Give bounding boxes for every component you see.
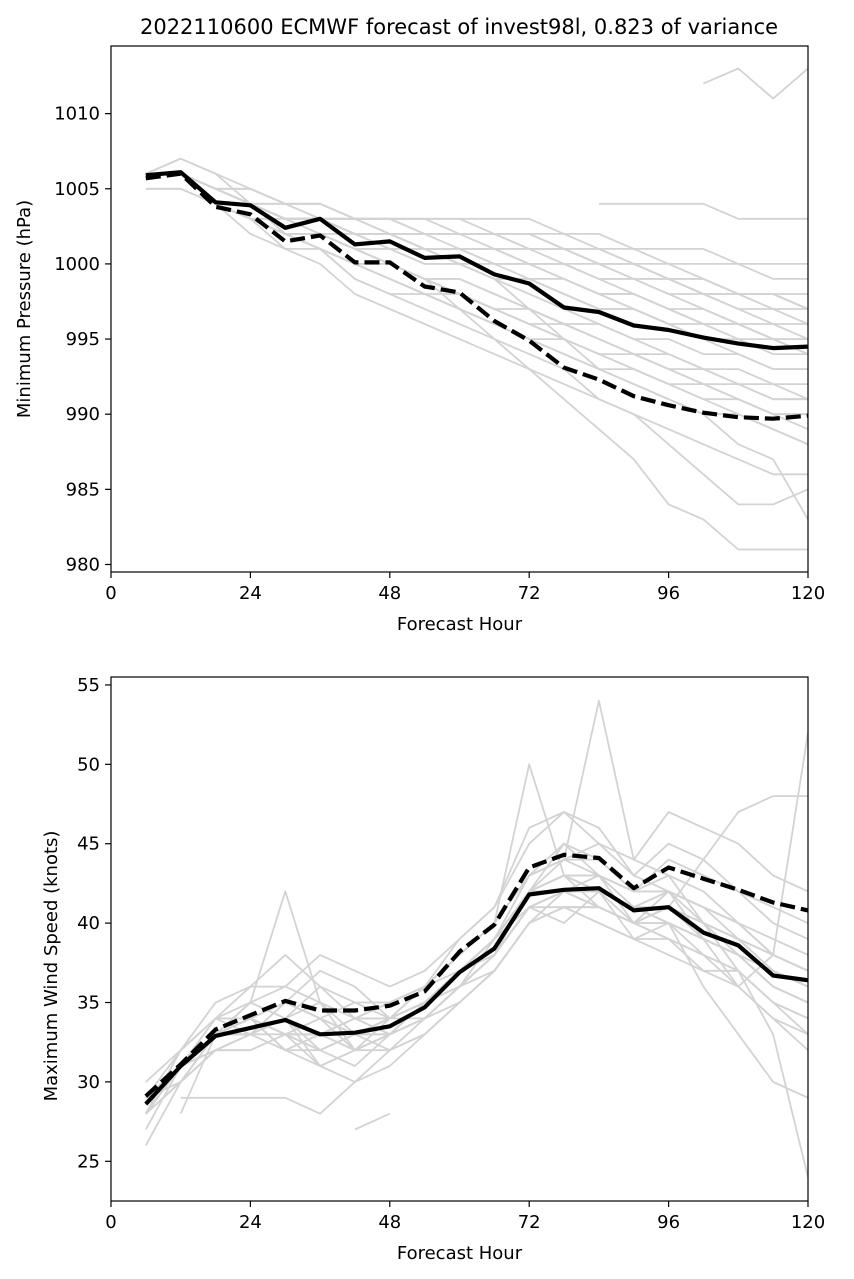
y-tick-label: 1010 <box>54 104 100 125</box>
y-axis-label: Maximum Wind Speed (knots) <box>41 831 62 1102</box>
x-tick-label: 24 <box>239 1212 262 1233</box>
x-axis-label: Forecast Hour <box>397 614 523 635</box>
y-tick-label: 985 <box>66 479 100 500</box>
plot-area <box>144 699 808 1178</box>
y-tick-label: 55 <box>77 675 100 696</box>
y-tick-label: 990 <box>66 404 100 425</box>
axes-frame <box>110 676 809 1202</box>
x-tick-label: 72 <box>518 1212 541 1233</box>
ensemble-member-line <box>145 890 808 1115</box>
x-tick-label: 0 <box>105 583 116 604</box>
x-tick-label: 72 <box>518 583 541 604</box>
y-tick-label: 1000 <box>54 254 100 275</box>
y-tick-label: 25 <box>77 1151 100 1172</box>
plot-area <box>145 67 808 551</box>
y-tick-label: 30 <box>77 1072 100 1093</box>
x-tick-label: 96 <box>657 583 680 604</box>
x-tick-label: 48 <box>378 583 401 604</box>
y-tick-label: 980 <box>66 554 100 575</box>
ensemble-member-line <box>598 202 808 220</box>
ensemble-member-line <box>145 172 808 476</box>
x-tick-label: 96 <box>657 1212 680 1233</box>
x-axis-label: Forecast Hour <box>397 1243 523 1264</box>
y-tick-label: 45 <box>77 834 100 855</box>
dashed-mean-line <box>144 852 808 1098</box>
x-tick-label: 120 <box>791 1212 825 1233</box>
x-tick-label: 48 <box>378 1212 401 1233</box>
pressure-panel: 0 24 48 72 96 120 980 985 990 995 1000 1005 1010 Fore… <box>14 45 825 635</box>
wind-panel: 0 24 48 72 96 120 25 30 35 40 45 50 55 Forecast Hour M… <box>41 675 825 1264</box>
chart-title: 2022110600 ECMWF forecast of invest98l, … <box>140 15 778 39</box>
solid-mean-line <box>145 170 808 351</box>
y-tick-label: 40 <box>77 913 100 934</box>
y-axis-label: Minimum Pressure (hPa) <box>14 200 35 418</box>
y-tick-label: 35 <box>77 993 100 1014</box>
x-tick-label: 24 <box>239 583 262 604</box>
ensemble-member-line <box>145 172 808 341</box>
x-tick-label: 120 <box>791 583 825 604</box>
ensemble-member-line <box>703 67 808 100</box>
ensemble-member-line <box>145 187 808 506</box>
dashed-mean-line <box>145 171 808 421</box>
solid-mean-line <box>144 886 808 1106</box>
ensemble-member-line <box>145 874 808 1115</box>
ensemble-member-line <box>354 1112 391 1131</box>
y-tick-label: 995 <box>66 329 100 350</box>
axes-frame <box>110 45 809 573</box>
x-tick-label: 0 <box>105 1212 116 1233</box>
y-tick-label: 50 <box>77 754 100 775</box>
ensemble-member-line <box>145 811 808 1115</box>
y-tick-label: 1005 <box>54 179 100 200</box>
